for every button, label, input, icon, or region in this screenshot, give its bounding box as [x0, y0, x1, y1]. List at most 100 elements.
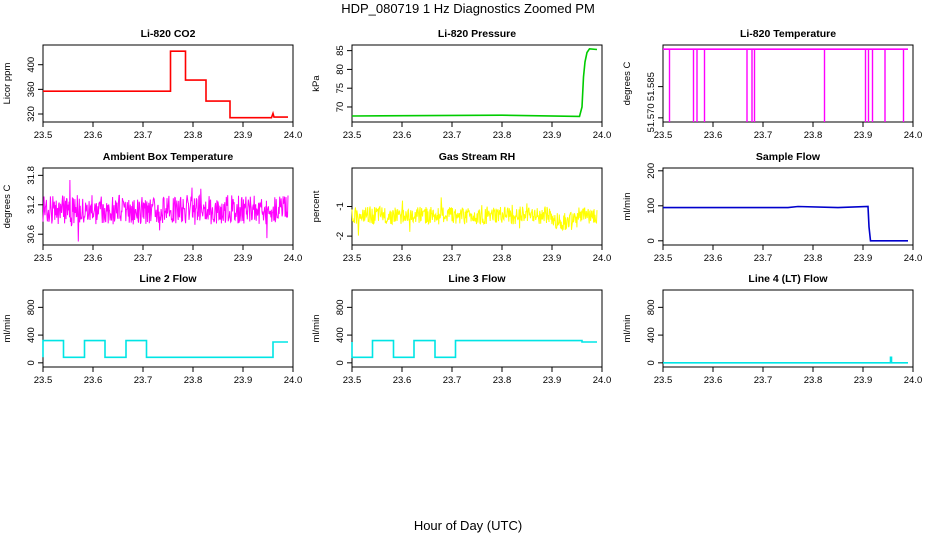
data-series — [351, 339, 597, 359]
x-tick-label: 23.5 — [343, 130, 362, 141]
x-tick-label: 23.8 — [184, 375, 203, 386]
panel-8: Line 3 Flow ml/min 23.5 23.6 23.7 23.8 23.9 24.… — [311, 273, 611, 386]
data-series — [351, 47, 598, 118]
panel-5: Gas Stream RH percent 23.5 23.6 23.7 23.8 23.9… — [311, 151, 611, 264]
x-tick-label: 23.7 — [443, 253, 462, 264]
x-tick-label: 23.8 — [493, 253, 512, 264]
x-axis-title: Hour of Day (UTC) — [413, 518, 523, 533]
x-tick-label: 23.9 — [854, 253, 873, 264]
x-tick-label: 23.7 — [134, 253, 153, 264]
x-tick-label: 23.9 — [543, 253, 562, 264]
y-axis-label: degrees C — [2, 184, 13, 228]
x-tick-label: 23.8 — [493, 375, 512, 386]
data-series — [663, 356, 908, 364]
x-tick-label: 23.9 — [543, 130, 562, 141]
data-series — [42, 339, 288, 359]
x-tick-label: 24.0 — [284, 130, 303, 141]
y-axis-label: kPa — [311, 75, 322, 92]
x-tick-label: 23.5 — [654, 375, 673, 386]
panel-6: Sample Flow ml/min 23.5 23.6 23.7 23.8 23.9 24.… — [622, 151, 922, 264]
x-tick-label: 23.6 — [704, 253, 723, 264]
panel-title: Line 2 Flow — [139, 273, 197, 285]
x-tick-label: 23.7 — [443, 375, 462, 386]
y-tick-label: 51.570 — [646, 103, 657, 132]
x-tick-label: 23.6 — [704, 130, 723, 141]
y-tick-label: 0 — [335, 360, 346, 365]
x-tick-label: 23.5 — [343, 375, 362, 386]
panel-1: Li-820 CO2 Licor ppm 23.5 23.6 23.7 23.8 23.9 2… — [2, 28, 302, 141]
y-axis-label: ml/min — [622, 193, 633, 221]
y-tick-label: 70 — [335, 102, 346, 113]
x-tick-label: 23.9 — [234, 253, 253, 264]
main-title: HDP_080719 1 Hz Diagnostics Zoomed PM — [341, 1, 595, 16]
x-tick-label: 24.0 — [593, 130, 612, 141]
panel-2: Li-820 Pressure kPa 23.5 23.6 23.7 23.8 23.9 24… — [311, 28, 611, 141]
x-tick-label: 23.6 — [393, 253, 412, 264]
plot-frame — [662, 44, 914, 123]
x-tick-label: 23.7 — [134, 130, 153, 141]
x-tick-label: 23.5 — [654, 130, 673, 141]
y-tick-label: 800 — [335, 299, 346, 315]
x-tick-label: 23.6 — [393, 130, 412, 141]
y-tick-label: 31.2 — [26, 196, 37, 215]
x-tick-label: 23.7 — [754, 253, 773, 264]
y-tick-label: 31.8 — [26, 166, 37, 185]
x-tick-label: 23.8 — [493, 130, 512, 141]
plot-frame — [351, 167, 603, 246]
y-tick-label: 30.6 — [26, 225, 37, 244]
y-tick-label: 400 — [26, 327, 37, 343]
x-tick-label: 23.7 — [134, 375, 153, 386]
plot-frame — [662, 167, 914, 246]
y-axis-label: Licor ppm — [2, 63, 13, 105]
panel-title: Sample Flow — [756, 151, 821, 163]
y-tick-label: 51.585 — [646, 72, 657, 101]
y-axis-label: ml/min — [622, 315, 633, 343]
x-tick-label: 23.5 — [34, 375, 53, 386]
y-tick-label: 75 — [335, 83, 346, 94]
y-tick-label: 100 — [646, 198, 657, 214]
data-series — [43, 50, 288, 119]
x-tick-label: 23.9 — [234, 375, 253, 386]
plot-frame — [42, 44, 294, 123]
y-axis-label: ml/min — [2, 315, 13, 343]
x-tick-label: 23.5 — [654, 253, 673, 264]
x-tick-label: 23.6 — [84, 253, 103, 264]
panel-3: Li-820 Temperature degrees C 23.5 23.6 23.7 2… — [622, 28, 922, 141]
plot-frame — [351, 44, 603, 123]
y-tick-label: 80 — [335, 64, 346, 75]
panel-title: Li-820 Pressure — [438, 28, 516, 40]
y-tick-label: 400 — [335, 327, 346, 343]
x-tick-label: 24.0 — [284, 375, 303, 386]
x-tick-label: 23.8 — [184, 253, 203, 264]
x-tick-label: 23.9 — [854, 130, 873, 141]
y-axis-label: degrees C — [622, 61, 633, 105]
y-axis-label: ml/min — [311, 315, 322, 343]
plot-frame — [42, 289, 294, 368]
y-axis-label: percent — [311, 190, 322, 222]
y-tick-label: 320 — [26, 106, 37, 122]
y-tick-label: 85 — [335, 45, 346, 56]
panel-title: Li-820 CO2 — [141, 28, 196, 40]
panel-4: Ambient Box Temperature degrees C 23.5 23.6… — [2, 151, 302, 264]
x-tick-label: 23.9 — [234, 130, 253, 141]
y-tick-label: 400 — [646, 327, 657, 343]
y-tick-label: 0 — [646, 360, 657, 365]
x-tick-label: 23.6 — [704, 375, 723, 386]
data-series — [351, 197, 598, 236]
data-series — [663, 205, 908, 242]
x-tick-label: 24.0 — [904, 130, 923, 141]
x-tick-label: 23.6 — [84, 130, 103, 141]
y-tick-label: 0 — [646, 238, 657, 243]
panel-7: Line 2 Flow ml/min 23.5 23.6 23.7 23.8 23.9 24.… — [2, 273, 302, 386]
panel-title: Line 3 Flow — [448, 273, 506, 285]
x-tick-label: 23.8 — [804, 253, 823, 264]
x-tick-label: 24.0 — [904, 375, 923, 386]
y-tick-label: 800 — [26, 299, 37, 315]
x-tick-label: 23.5 — [343, 253, 362, 264]
x-tick-label: 23.8 — [804, 130, 823, 141]
panel-title: Line 4 (LT) Flow — [748, 273, 828, 285]
y-tick-label: 800 — [646, 299, 657, 315]
y-tick-label: -2 — [335, 232, 346, 240]
x-tick-label: 23.5 — [34, 253, 53, 264]
